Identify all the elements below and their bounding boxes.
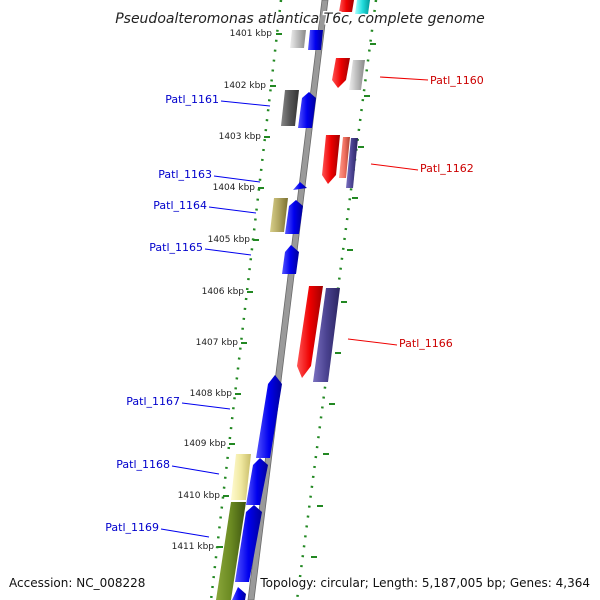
gene-arrow-forward xyxy=(298,92,316,128)
leader-line-patl-1162 xyxy=(370,163,419,171)
kbp-label: 1401 kbp xyxy=(230,29,273,39)
kbp-label: 1411 kbp xyxy=(172,542,215,552)
kbp-label: 1407 kbp xyxy=(196,338,239,348)
leader-line-patl-1164 xyxy=(208,206,257,214)
kbp-labels: 1401 kbp 1402 kbp 1403 kbp 1404 kbp 1405… xyxy=(172,29,273,552)
kbp-label: 1402 kbp xyxy=(224,81,267,91)
gene-labels: Patl_1160 Patl_1161 Patl_1162 Patl_1163 … xyxy=(105,74,484,534)
gene-arrow-reverse xyxy=(349,60,365,90)
gene-label-patl-1167[interactable]: Patl_1167 xyxy=(126,395,180,408)
reverse-genes xyxy=(297,0,370,382)
leader-line-patl-1167 xyxy=(181,402,231,410)
leader-line-patl-1161 xyxy=(220,100,271,107)
leader-line-patl-1166 xyxy=(347,338,398,346)
outer-dotted-line-right xyxy=(295,0,378,600)
leader-lines xyxy=(160,76,429,538)
kbp-label: 1408 kbp xyxy=(190,389,233,399)
gene-arrow-forward xyxy=(256,375,282,458)
gene-arrow-forward xyxy=(293,182,307,190)
gene-arrow-forward xyxy=(285,200,303,234)
kbp-label: 1409 kbp xyxy=(184,439,227,449)
kbp-label: 1403 kbp xyxy=(219,132,262,142)
gene-arrow-reverse xyxy=(339,137,350,178)
gene-label-patl-1169[interactable]: Patl_1169 xyxy=(105,521,159,534)
gene-arrow-forward xyxy=(232,587,246,600)
dotted-track-lines xyxy=(209,0,378,600)
accession-text: Accession: NC_008228 xyxy=(9,576,145,590)
gene-arrow-forward xyxy=(290,30,306,48)
gene-label-patl-1165[interactable]: Patl_1165 xyxy=(149,241,203,254)
gene-arrow-forward xyxy=(270,198,288,232)
gene-label-patl-1164[interactable]: Patl_1164 xyxy=(153,199,207,212)
gene-arrow-forward xyxy=(231,454,251,500)
leader-line-patl-1168 xyxy=(171,465,220,475)
kbp-label: 1406 kbp xyxy=(202,287,245,297)
gene-arrow-forward xyxy=(246,458,268,505)
gene-label-patl-1166[interactable]: Patl_1166 xyxy=(399,337,453,350)
gene-arrow-reverse xyxy=(332,58,350,88)
leader-line-patl-1169 xyxy=(160,528,210,538)
kbp-label: 1404 kbp xyxy=(213,183,256,193)
gene-label-patl-1161[interactable]: Patl_1161 xyxy=(165,93,219,106)
kbp-ticks xyxy=(217,33,376,558)
forward-genes xyxy=(216,30,323,600)
gene-arrow-forward xyxy=(216,502,246,600)
gene-arrow-forward xyxy=(308,30,323,50)
leader-line-patl-1165 xyxy=(204,248,252,256)
kbp-label: 1410 kbp xyxy=(178,491,221,501)
gene-label-patl-1162[interactable]: Patl_1162 xyxy=(420,162,474,175)
gene-arrow-forward xyxy=(281,90,299,126)
map-title: Pseudoalteromonas atlantica T6c, complet… xyxy=(115,11,485,27)
gene-arrow-reverse xyxy=(322,135,340,184)
gene-arrow-reverse xyxy=(313,288,340,382)
gene-arrow-reverse xyxy=(346,138,358,188)
outer-dotted-line-left xyxy=(209,0,283,600)
gene-label-patl-1160[interactable]: Patl_1160 xyxy=(430,74,484,87)
gene-arrow-forward xyxy=(235,505,262,582)
gene-label-patl-1163[interactable]: Patl_1163 xyxy=(158,168,212,181)
gene-arrow-reverse xyxy=(297,286,323,378)
topology-text: Topology: circular; Length: 5,187,005 bp… xyxy=(259,576,590,590)
gene-arrow-reverse xyxy=(355,0,370,14)
gene-arrow-forward xyxy=(282,245,299,274)
leader-line-patl-1163 xyxy=(213,175,261,183)
gene-arrow-reverse xyxy=(339,0,354,12)
gene-label-patl-1168[interactable]: Patl_1168 xyxy=(116,458,170,471)
leader-line-patl-1160 xyxy=(379,76,429,81)
kbp-label: 1405 kbp xyxy=(208,235,251,245)
